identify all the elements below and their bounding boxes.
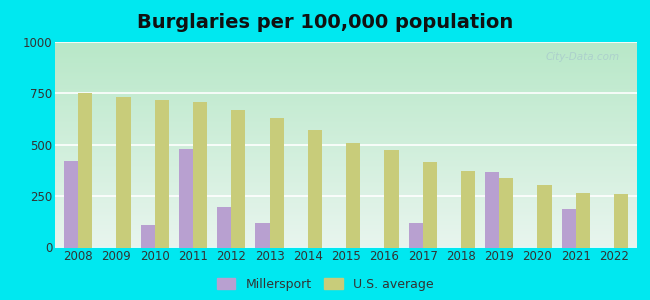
Bar [140,225,155,248]
Bar [308,130,322,248]
Bar [155,100,169,248]
Bar [270,118,284,248]
Legend: Millersport, U.S. average: Millersport, U.S. average [216,278,434,291]
Bar [408,223,422,248]
Bar [255,223,270,248]
Bar [179,149,193,248]
Text: City-Data.com: City-Data.com [545,52,619,62]
Bar [78,93,92,248]
Bar [346,143,360,247]
Bar [64,161,78,248]
Bar [116,98,131,247]
Bar [193,102,207,248]
Bar [384,150,398,248]
Bar [538,185,552,248]
Bar [461,172,475,248]
Bar [217,207,231,248]
Bar [422,162,437,248]
Bar [562,209,576,247]
Bar [499,178,514,248]
Bar [485,172,499,248]
Text: Burglaries per 100,000 population: Burglaries per 100,000 population [137,14,513,32]
Bar [231,110,246,248]
Bar [576,193,590,248]
Bar [614,194,628,247]
